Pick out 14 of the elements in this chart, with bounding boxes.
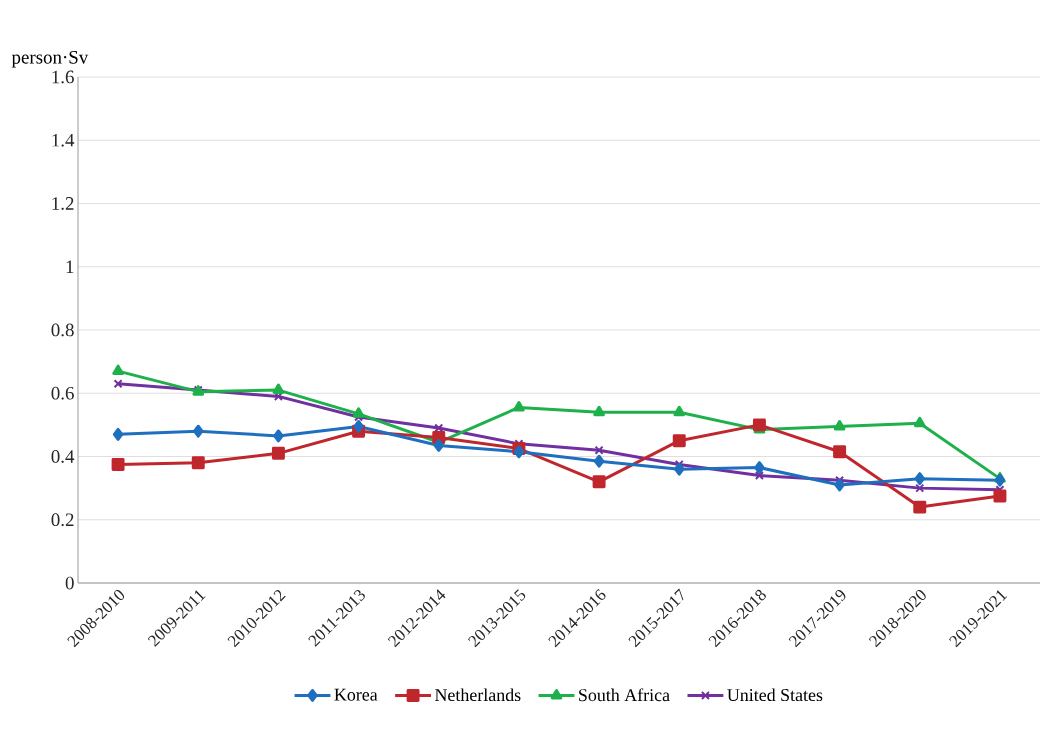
y-tick-label: 0.2 xyxy=(51,513,74,527)
legend-label: United States xyxy=(727,688,823,702)
y-tick-label: 1.2 xyxy=(52,197,74,210)
y-tick-label: 0 xyxy=(65,576,74,590)
y-tick-label: 1 xyxy=(66,260,74,273)
y-tick-label: 0.4 xyxy=(51,450,75,463)
legend-label: South Africa xyxy=(579,688,670,702)
y-tick-label: 0.8 xyxy=(51,323,74,337)
y-tick-label: 1.4 xyxy=(52,133,75,147)
y-axis-title: person·Sv xyxy=(11,50,89,68)
y-tick-label: 1.6 xyxy=(52,70,74,84)
y-tick-label: 0.6 xyxy=(51,386,74,400)
legend-label: Netherlands xyxy=(435,688,521,702)
legend-label: Korea xyxy=(334,688,378,701)
